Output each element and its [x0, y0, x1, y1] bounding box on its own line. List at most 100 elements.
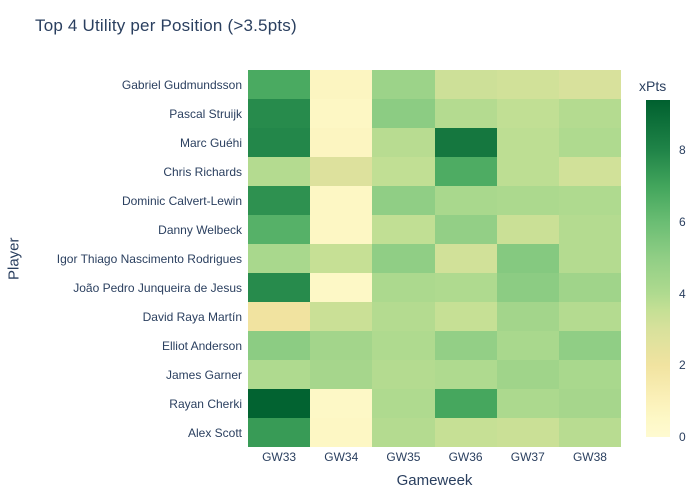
colorbar-tick-label: 0	[679, 430, 686, 444]
x-axis-tick-labels: GW33 GW34 GW35 GW36 GW37 GW38	[248, 450, 621, 464]
heatmap-cell[interactable]	[310, 360, 373, 389]
heatmap-cell[interactable]	[496, 70, 559, 99]
heatmap-cell[interactable]	[310, 331, 373, 360]
heatmap-cell[interactable]	[248, 99, 311, 128]
y-tick-label: Pascal Struijk	[169, 106, 242, 121]
heatmap-cell[interactable]	[558, 186, 621, 215]
heatmap-cell[interactable]	[434, 99, 497, 128]
heatmap-cell[interactable]	[434, 128, 497, 157]
heatmap-cell[interactable]	[372, 157, 435, 186]
y-tick-label: Alex Scott	[187, 425, 242, 440]
heatmap-cell[interactable]	[248, 70, 311, 99]
heatmap-cell[interactable]	[558, 360, 621, 389]
heatmap-cell[interactable]	[496, 99, 559, 128]
heatmap-cell[interactable]	[310, 128, 373, 157]
heatmap-cell[interactable]	[496, 244, 559, 273]
heatmap-cell[interactable]	[310, 244, 373, 273]
colorbar-tick-label: 2	[679, 358, 686, 373]
heatmap-cell[interactable]	[558, 128, 621, 157]
heatmap-cell[interactable]	[372, 70, 435, 99]
heatmap-cell[interactable]	[310, 157, 373, 186]
heatmap-cell[interactable]	[434, 331, 497, 360]
heatmap-cell[interactable]	[434, 360, 497, 389]
heatmap-cell[interactable]	[310, 389, 373, 418]
y-tick-label: James Garner	[165, 367, 242, 382]
heatmap-cell[interactable]	[434, 70, 497, 99]
heatmap-cell[interactable]	[310, 273, 373, 302]
heatmap-cell[interactable]	[372, 99, 435, 128]
heatmap-cell[interactable]	[496, 418, 559, 447]
heatmap-cell[interactable]	[248, 360, 311, 389]
heatmap-cell[interactable]	[434, 157, 497, 186]
heatmap-cell[interactable]	[434, 418, 497, 447]
heatmap-cell[interactable]	[372, 128, 435, 157]
heatmap-cell[interactable]	[248, 128, 311, 157]
heatmap-cell[interactable]	[372, 331, 435, 360]
heatmap-cell[interactable]	[558, 302, 621, 331]
y-tick-label: Marc Guéhi	[179, 135, 242, 150]
heatmap-cell[interactable]	[496, 157, 559, 186]
heatmap-cell[interactable]	[558, 244, 621, 273]
heatmap-cell[interactable]	[248, 273, 311, 302]
heatmap-cell[interactable]	[558, 70, 621, 99]
heatmap-cell[interactable]	[248, 157, 311, 186]
heatmap-cell[interactable]	[558, 331, 621, 360]
heatmap-cell[interactable]	[434, 302, 497, 331]
heatmap-cell[interactable]	[372, 273, 435, 302]
heatmap-cell[interactable]	[558, 215, 621, 244]
heatmap-cell[interactable]	[372, 244, 435, 273]
x-tick-label: GW36	[448, 450, 483, 464]
heatmap-cell[interactable]	[372, 302, 435, 331]
x-tick-label: GW38	[572, 450, 607, 464]
heatmap-cell[interactable]	[310, 302, 373, 331]
heatmap-cell[interactable]	[310, 418, 373, 447]
heatmap-cell[interactable]	[248, 215, 311, 244]
heatmap-cell[interactable]	[248, 418, 311, 447]
heatmap-cell[interactable]	[310, 70, 373, 99]
heatmap-cell[interactable]	[558, 99, 621, 128]
colorbar-tick-label: 4	[679, 286, 686, 301]
heatmap-cell[interactable]	[496, 389, 559, 418]
colorbar: 0 2 4 6 8	[646, 100, 700, 444]
heatmap-cell[interactable]	[310, 99, 373, 128]
heatmap-cell[interactable]	[310, 186, 373, 215]
heatmap-cell[interactable]	[248, 389, 311, 418]
y-tick-label: Danny Welbeck	[158, 222, 242, 237]
heatmap-cell[interactable]	[310, 215, 373, 244]
heatmap-cell[interactable]	[496, 302, 559, 331]
heatmap-cell[interactable]	[248, 331, 311, 360]
y-tick-label: Gabriel Gudmundsson	[121, 77, 242, 92]
heatmap-cell[interactable]	[558, 418, 621, 447]
heatmap-cell[interactable]	[496, 273, 559, 302]
heatmap-cell[interactable]	[372, 360, 435, 389]
x-tick-label: GW35	[386, 450, 421, 464]
heatmap-cell[interactable]	[496, 215, 559, 244]
y-tick-label: Dominic Calvert-Lewin	[121, 193, 242, 208]
x-axis-title: Gameweek	[396, 472, 473, 489]
heatmap-cell[interactable]	[372, 186, 435, 215]
heatmap-cell[interactable]	[248, 302, 311, 331]
heatmap-cell[interactable]	[434, 215, 497, 244]
heatmap-cell[interactable]	[496, 360, 559, 389]
colorbar-gradient	[646, 100, 670, 437]
heatmap-grid	[248, 70, 621, 447]
chart-title: Top 4 Utility per Position (>3.5pts)	[35, 16, 297, 35]
heatmap-cell[interactable]	[558, 273, 621, 302]
heatmap-cell[interactable]	[496, 331, 559, 360]
heatmap-cell[interactable]	[248, 186, 311, 215]
heatmap-cell[interactable]	[434, 186, 497, 215]
heatmap-cell[interactable]	[248, 244, 311, 273]
colorbar-tick-label: 8	[679, 143, 686, 158]
heatmap-cell[interactable]	[434, 244, 497, 273]
heatmap-cell[interactable]	[496, 128, 559, 157]
heatmap-cell[interactable]	[372, 418, 435, 447]
heatmap-cell[interactable]	[372, 389, 435, 418]
heatmap-cell[interactable]	[558, 389, 621, 418]
y-tick-label: Rayan Cherki	[169, 396, 242, 411]
heatmap-cell[interactable]	[434, 389, 497, 418]
heatmap-cell[interactable]	[372, 215, 435, 244]
heatmap-cell[interactable]	[558, 157, 621, 186]
heatmap-cell[interactable]	[434, 273, 497, 302]
heatmap-cell[interactable]	[496, 186, 559, 215]
colorbar-title: xPts	[639, 78, 667, 94]
